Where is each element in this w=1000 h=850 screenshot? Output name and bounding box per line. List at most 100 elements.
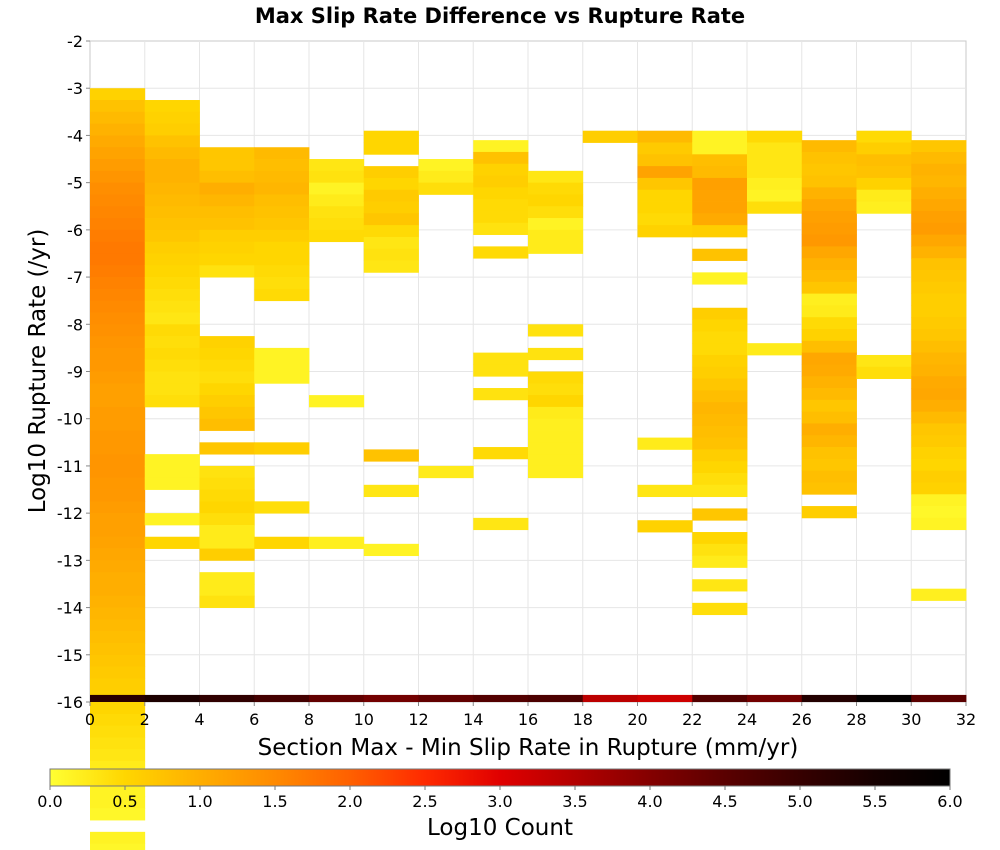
heatmap-cell [801, 364, 857, 377]
heatmap-cell [692, 154, 748, 167]
heatmap-cell [254, 359, 310, 372]
heatmap-cell [199, 536, 255, 549]
heatmap-cell [144, 218, 200, 231]
heatmap-cell [801, 458, 857, 472]
x-tick-labels: 0 2 4 6 8 10 12 14 16 18 20 22 24 26 28 30 32 [85, 710, 976, 729]
colorbar-tick-label: 0.5 [112, 792, 137, 811]
heatmap-cell [911, 588, 967, 601]
heatmap-cell [637, 484, 693, 498]
heatmap-cell [199, 159, 255, 172]
heatmap-cell [473, 163, 529, 176]
heatmap-cell [911, 435, 967, 448]
heatmap-cell [90, 277, 146, 290]
heatmap-cell [911, 329, 967, 342]
y-tick-label: -2 [67, 32, 83, 51]
heatmap-cell [801, 340, 857, 354]
heatmap-cell [199, 583, 255, 597]
heatmap-cell [254, 159, 310, 172]
heatmap-cell [747, 142, 803, 155]
heatmap-cell [144, 300, 200, 313]
heatmap-cell [473, 140, 529, 153]
colorbar-tick-labels: 0.0 0.5 1.0 1.5 2.0 2.5 3.0 3.5 4.0 4.5 5.0 5.5 6.0 [37, 786, 963, 811]
heatmap-cell [801, 305, 857, 318]
heatmap-cell [90, 218, 146, 231]
heatmap-cell [90, 383, 146, 396]
heatmap-cell [801, 234, 857, 247]
colorbar-tick-label: 0.0 [37, 792, 62, 811]
y-tick-label: -13 [57, 551, 83, 570]
heatmap-cell [90, 572, 146, 585]
heatmap-cell [692, 177, 748, 191]
heatmap-cell [528, 170, 584, 184]
heatmap-cell [363, 236, 419, 250]
heatmap-cell [90, 312, 146, 325]
heatmap-cell [911, 376, 967, 389]
y-tick-label: -6 [67, 221, 83, 240]
heatmap-cell [90, 595, 146, 608]
heatmap-cell [144, 477, 200, 490]
heatmap-cell [90, 713, 146, 727]
heatmap-cell [144, 253, 200, 266]
heatmap-cell [692, 225, 748, 238]
heatmap-cell [528, 371, 584, 384]
heatmap-cell [144, 465, 200, 479]
heatmap-cell [528, 194, 584, 207]
heatmap-cells [90, 88, 967, 850]
heatmap-cell [911, 470, 967, 483]
heatmap-cell [144, 324, 200, 337]
heatmap-cell-bottom [582, 694, 638, 702]
heatmap-cell [692, 343, 748, 356]
heatmap-cell [911, 423, 967, 436]
heatmap-cell [692, 461, 748, 474]
heatmap-cell [801, 140, 857, 153]
heatmap-cell [747, 201, 803, 214]
heatmap-cell [199, 218, 255, 231]
heatmap-cell [692, 579, 748, 592]
heatmap-cell [801, 293, 857, 306]
heatmap-cell [528, 206, 584, 219]
heatmap-cell [90, 548, 146, 561]
heatmap-cell [856, 189, 912, 202]
heatmap-cell [90, 702, 146, 715]
colorbar-tick-label: 5.5 [862, 792, 887, 811]
heatmap-cell [90, 347, 146, 361]
heatmap-cell [692, 555, 748, 568]
y-tick-label: -14 [57, 599, 83, 618]
colorbar-label: Log10 Count [427, 815, 573, 841]
colorbar-tick-label: 4.5 [712, 792, 737, 811]
heatmap-cell [692, 213, 748, 226]
heatmap-cell [911, 364, 967, 377]
colorbar [49, 768, 951, 787]
x-tick-label: 0 [85, 710, 95, 729]
heatmap-cell [363, 543, 419, 557]
heatmap-cell [747, 177, 803, 191]
heatmap-cell [144, 454, 200, 467]
heatmap-cell [199, 524, 255, 538]
heatmap-cell [528, 430, 584, 443]
heatmap-cell [856, 177, 912, 191]
heatmap-cell [90, 206, 146, 219]
heatmap-cell [90, 454, 146, 467]
heatmap-cell [692, 602, 748, 616]
heatmap-cell-bottom [418, 694, 474, 702]
heatmap-cell-bottom [309, 694, 365, 702]
heatmap-cell [911, 340, 967, 354]
heatmap-cell [911, 234, 967, 247]
x-tick-label: 26 [792, 710, 812, 729]
heatmap-cell [363, 449, 419, 462]
heatmap-cell [692, 390, 748, 403]
heatmap-cell [473, 187, 529, 200]
y-tick-label: -16 [57, 693, 83, 712]
heatmap-cell [144, 395, 200, 408]
heatmap-cell [254, 277, 310, 290]
heatmap-cell [418, 465, 474, 479]
heatmap-cell [199, 371, 255, 384]
heatmap-cell [90, 159, 146, 172]
heatmap-cell [911, 388, 967, 401]
x-tick-label: 8 [304, 710, 314, 729]
heatmap-cell [801, 199, 857, 212]
heatmap-cell [801, 376, 857, 389]
heatmap-cell [90, 619, 146, 632]
heatmap-cell [309, 206, 365, 219]
colorbar-tick-label: 6.0 [937, 792, 962, 811]
